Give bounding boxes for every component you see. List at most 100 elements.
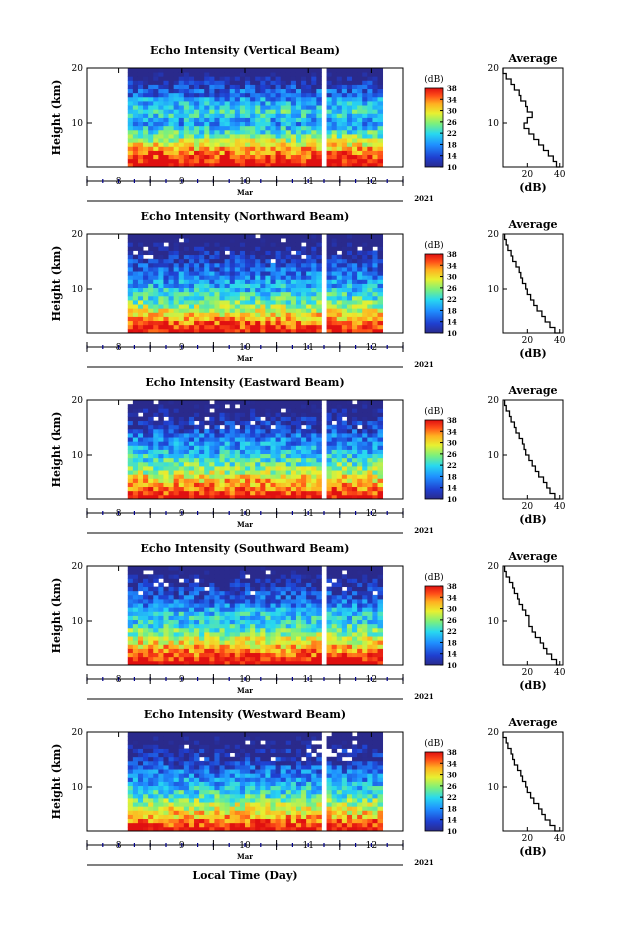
heatmap-cell <box>199 154 205 160</box>
heatmap-cell <box>173 586 180 592</box>
heatmap-cell <box>290 611 297 616</box>
heatmap-cell <box>224 142 231 147</box>
heatmap-cell <box>148 68 154 73</box>
heatmap-cell <box>163 80 169 85</box>
heatmap-cell <box>183 113 190 118</box>
heatmap-cell <box>158 644 164 649</box>
heatmap-cell <box>260 640 266 645</box>
heatmap-cell <box>194 271 200 276</box>
heatmap-cell <box>168 316 175 322</box>
heatmap-cell <box>245 84 251 90</box>
heatmap-cell <box>199 586 205 592</box>
heatmap-cell <box>316 291 322 297</box>
heatmap-cell <box>301 291 307 297</box>
heatmap-cell <box>239 494 246 500</box>
heatmap-cell <box>194 262 200 268</box>
heatmap-cell <box>214 416 220 422</box>
heatmap-cell <box>367 80 373 85</box>
heatmap-cell <box>168 134 175 139</box>
heatmap-cell <box>143 262 149 268</box>
heatmap-cell <box>245 291 251 297</box>
heatmap-cell <box>306 262 312 268</box>
heatmap-cell <box>331 486 338 492</box>
heatmap-cell <box>214 660 220 666</box>
heatmap-cell <box>367 138 373 143</box>
heatmap-cell <box>163 267 169 272</box>
heatmap-cell <box>173 308 180 313</box>
heatmap-cell <box>290 482 297 488</box>
heatmap-cell <box>275 611 282 616</box>
heatmap-cell <box>183 320 190 326</box>
heatmap-cell <box>194 632 200 637</box>
heatmap-cell <box>301 154 307 160</box>
heatmap-cell <box>311 250 317 256</box>
heatmap-cell <box>270 660 276 666</box>
heatmap-cell <box>377 84 384 90</box>
heatmap-cell <box>270 150 276 156</box>
heatmap-cell <box>183 105 190 110</box>
heatmap-cell <box>239 607 246 612</box>
heatmap-cell <box>336 295 343 301</box>
heatmap-cell <box>341 238 348 243</box>
heatmap-cell <box>245 570 251 575</box>
heatmap-cell <box>214 437 220 442</box>
heatmap-cell <box>311 287 317 293</box>
heatmap-cell <box>301 262 307 268</box>
heatmap-cell <box>311 312 317 317</box>
heatmap-cell <box>219 470 226 475</box>
heatmap-cell <box>275 287 282 293</box>
heatmap-cell <box>285 242 292 247</box>
heatmap-cell <box>132 470 139 475</box>
heatmap-cell <box>326 320 333 326</box>
heatmap-cell <box>336 474 343 479</box>
heatmap-cell <box>234 117 241 123</box>
heatmap-cell <box>148 300 154 305</box>
heatmap-cell <box>260 441 266 446</box>
heatmap-cell <box>316 490 322 496</box>
heatmap-cell <box>224 295 231 301</box>
heatmap-cell <box>352 283 358 289</box>
heatmap-cell <box>194 320 200 326</box>
heatmap-cell <box>367 599 373 604</box>
heatmap-cell <box>239 627 246 633</box>
profile-x-tick-label: 40 <box>554 668 566 678</box>
heatmap-cell <box>341 590 348 596</box>
heatmap-cell <box>357 250 363 256</box>
heatmap-cell <box>336 627 343 633</box>
heatmap-cell <box>255 570 261 575</box>
heatmap-cell <box>194 490 200 496</box>
heatmap-cell <box>301 648 307 654</box>
heatmap-cell <box>372 578 378 583</box>
heatmap-cell <box>346 320 353 326</box>
heatmap-cell <box>367 109 373 114</box>
heatmap-cell <box>290 457 297 463</box>
heatmap-cell <box>275 457 282 463</box>
heatmap-cell <box>163 254 169 260</box>
heatmap-cell <box>158 656 164 662</box>
heatmap-cell <box>372 482 378 488</box>
heatmap-cell <box>362 660 368 666</box>
heatmap-cell <box>301 304 307 309</box>
heatmap-cell <box>316 416 322 422</box>
heatmap-cell <box>199 234 205 239</box>
heatmap-cell <box>357 578 363 583</box>
heatmap-cell <box>265 328 271 334</box>
heatmap-cell <box>148 652 154 658</box>
heatmap-cell <box>143 494 149 500</box>
heatmap-cell <box>290 437 297 442</box>
heatmap-cell <box>219 287 226 293</box>
heatmap-cell <box>245 117 251 123</box>
heatmap-cell <box>362 570 368 575</box>
heatmap-cell <box>183 486 190 492</box>
heatmap-cell <box>377 627 384 633</box>
heatmap-cell <box>352 412 358 417</box>
heatmap-cell <box>372 586 378 592</box>
heatmap-cell <box>214 590 220 596</box>
heatmap-cell <box>270 234 276 239</box>
heatmap-cell <box>194 84 200 90</box>
heatmap-cell <box>346 287 353 293</box>
heatmap-cell <box>341 242 348 247</box>
heatmap-cell <box>331 92 338 98</box>
heatmap-cell <box>260 619 266 625</box>
heatmap-cell <box>178 142 185 147</box>
